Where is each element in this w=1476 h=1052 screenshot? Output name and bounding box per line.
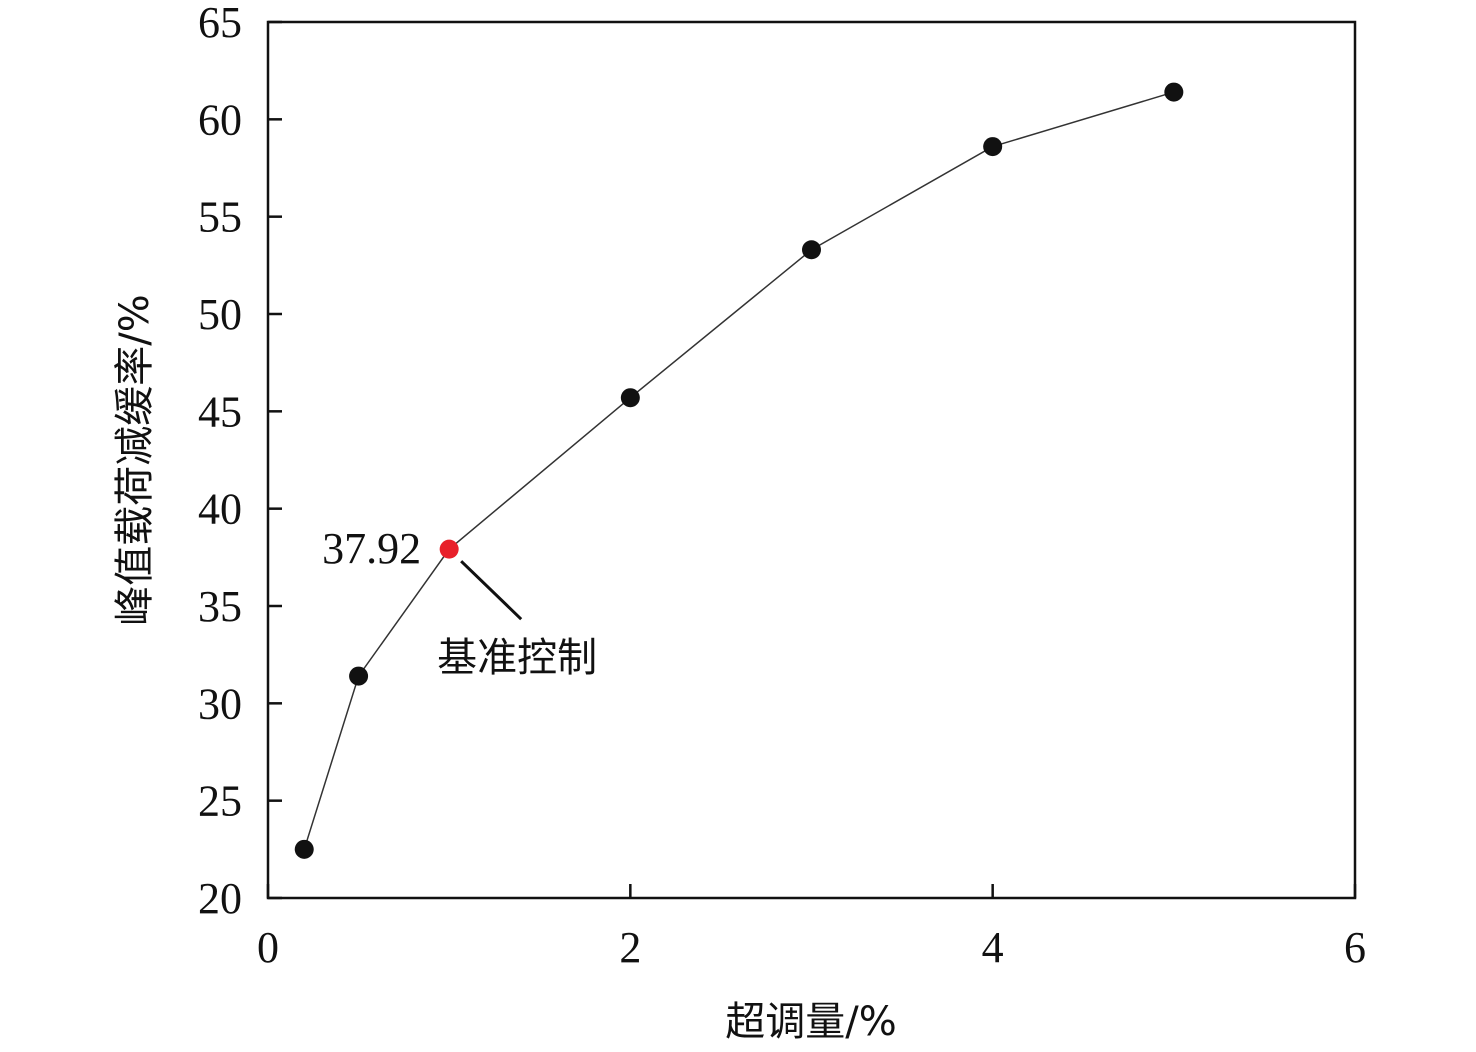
- y-tick-label: 40: [198, 485, 242, 534]
- y-axis-ticks: 20 25 30 35 40 45 50 55 60 65: [198, 0, 282, 923]
- y-tick-label: 20: [198, 874, 242, 923]
- callout-leader-line: [460, 560, 523, 621]
- x-axis-ticks: 0 2 4 6: [257, 884, 1366, 972]
- y-tick-label: 35: [198, 582, 242, 631]
- x-tick-label: 2: [619, 923, 641, 972]
- series-points: [294, 82, 1184, 859]
- x-tick-label: 0: [257, 923, 279, 972]
- data-point: [620, 388, 640, 408]
- data-point: [802, 240, 821, 260]
- x-tick-label: 4: [982, 923, 1004, 972]
- highlight-point: [439, 539, 459, 559]
- series-polyline: [303, 91, 1175, 850]
- plot-frame: [266, 20, 1357, 900]
- y-tick-label: 25: [198, 777, 242, 826]
- highlight-value-label: 37.92: [322, 524, 421, 573]
- data-point: [983, 137, 1003, 157]
- y-tick-label: 55: [198, 193, 242, 242]
- y-tick-label: 45: [198, 387, 242, 436]
- series-line: [303, 91, 1175, 850]
- y-tick-label: 30: [198, 679, 242, 728]
- highlight-callout-label: 基准控制: [437, 635, 597, 681]
- y-axis-title: 峰值载荷减缓率/%: [112, 294, 158, 625]
- data-point: [1164, 82, 1184, 102]
- x-axis-title: 超调量/%: [725, 999, 896, 1045]
- y-tick-label: 60: [198, 95, 242, 144]
- y-tick-label: 50: [198, 290, 242, 339]
- x-tick-label: 6: [1344, 923, 1366, 972]
- data-point: [294, 839, 314, 859]
- y-tick-label: 65: [198, 0, 242, 47]
- data-point: [349, 666, 369, 686]
